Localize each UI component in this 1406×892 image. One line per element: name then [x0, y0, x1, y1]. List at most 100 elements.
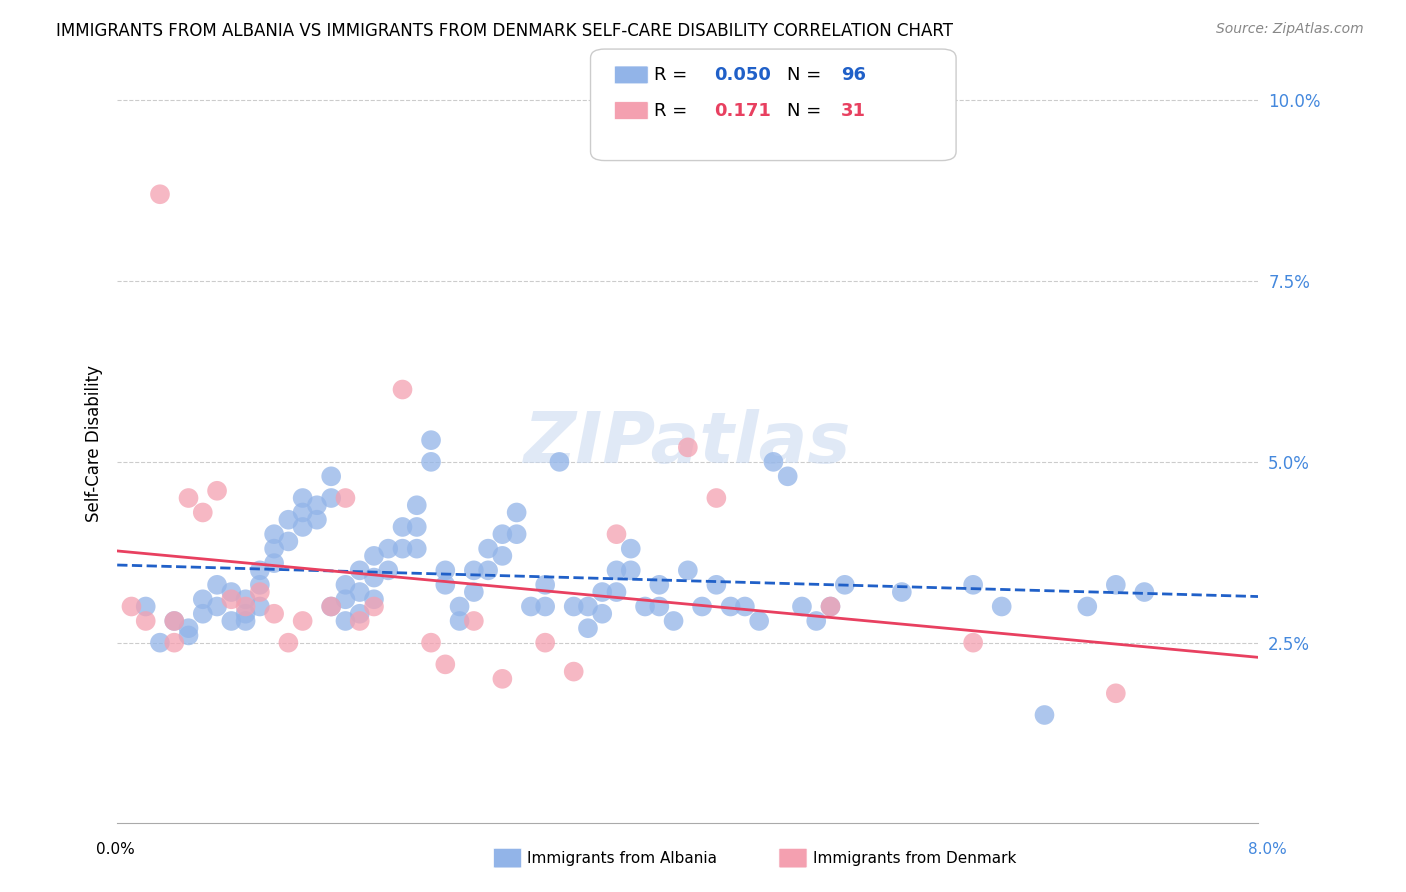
Point [720, 599, 742, 614]
Point [391, 520, 413, 534]
Point [235, 607, 257, 621]
Point [662, 614, 685, 628]
Point [1133, 585, 1156, 599]
Point [634, 599, 657, 614]
Point [349, 607, 371, 621]
Point [790, 599, 813, 614]
Point [576, 621, 599, 635]
Point [463, 563, 485, 577]
Point [748, 614, 770, 628]
Point [776, 469, 799, 483]
Point [434, 657, 457, 672]
Point [235, 614, 257, 628]
Point [676, 441, 699, 455]
Point [291, 491, 314, 505]
Point [591, 585, 613, 599]
Point [135, 599, 157, 614]
Point [349, 614, 371, 628]
Point [235, 599, 257, 614]
Point [149, 635, 172, 649]
Point [277, 534, 299, 549]
Point [534, 599, 557, 614]
Point [620, 563, 643, 577]
Point [377, 563, 399, 577]
Point [249, 563, 271, 577]
Text: 0.050: 0.050 [714, 66, 770, 84]
Point [335, 491, 357, 505]
Point [420, 433, 443, 447]
Point [620, 541, 643, 556]
Text: 0.171: 0.171 [714, 102, 770, 120]
Point [806, 614, 828, 628]
Point [335, 578, 357, 592]
Point [1076, 599, 1098, 614]
Point [562, 599, 585, 614]
Point [962, 635, 984, 649]
Text: 31: 31 [841, 102, 866, 120]
Point [1105, 578, 1128, 592]
Point [391, 541, 413, 556]
Point [191, 607, 214, 621]
Point [277, 513, 299, 527]
Point [491, 672, 513, 686]
Point [135, 614, 157, 628]
Point [177, 628, 200, 642]
Point [305, 498, 328, 512]
Point [820, 599, 842, 614]
Point [434, 563, 457, 577]
Text: R =: R = [654, 66, 693, 84]
Point [335, 592, 357, 607]
Point [834, 578, 856, 592]
Point [605, 585, 627, 599]
Text: R =: R = [654, 102, 699, 120]
Point [463, 614, 485, 628]
Point [405, 541, 427, 556]
Point [576, 599, 599, 614]
Point [263, 556, 285, 570]
Point [990, 599, 1012, 614]
Text: ZIPatlas: ZIPatlas [524, 409, 852, 478]
Point [676, 563, 699, 577]
Text: Immigrants from Albania: Immigrants from Albania [527, 851, 717, 865]
Point [477, 563, 499, 577]
Point [648, 599, 671, 614]
Point [377, 541, 399, 556]
Point [449, 614, 471, 628]
Point [321, 599, 343, 614]
Point [263, 541, 285, 556]
Point [434, 578, 457, 592]
Text: N =: N = [787, 102, 827, 120]
Point [391, 383, 413, 397]
Point [420, 635, 443, 649]
Point [477, 541, 499, 556]
Point [249, 599, 271, 614]
Point [321, 599, 343, 614]
Point [291, 520, 314, 534]
Point [305, 513, 328, 527]
Text: Immigrants from Denmark: Immigrants from Denmark [813, 851, 1017, 865]
Point [177, 621, 200, 635]
Point [263, 527, 285, 541]
Point [605, 527, 627, 541]
Text: 0.0%: 0.0% [96, 842, 135, 856]
Point [762, 455, 785, 469]
Point [706, 578, 728, 592]
Point [591, 607, 613, 621]
Point [890, 585, 912, 599]
Point [1105, 686, 1128, 700]
Point [962, 578, 984, 592]
Point [120, 599, 142, 614]
Point [291, 614, 314, 628]
Point [1033, 708, 1056, 723]
Point [534, 578, 557, 592]
Text: N =: N = [787, 66, 827, 84]
Point [648, 578, 671, 592]
Point [706, 491, 728, 505]
Point [221, 585, 243, 599]
Point [249, 585, 271, 599]
Point [277, 635, 299, 649]
Point [163, 614, 186, 628]
Point [349, 585, 371, 599]
Point [149, 187, 172, 202]
Point [363, 571, 385, 585]
